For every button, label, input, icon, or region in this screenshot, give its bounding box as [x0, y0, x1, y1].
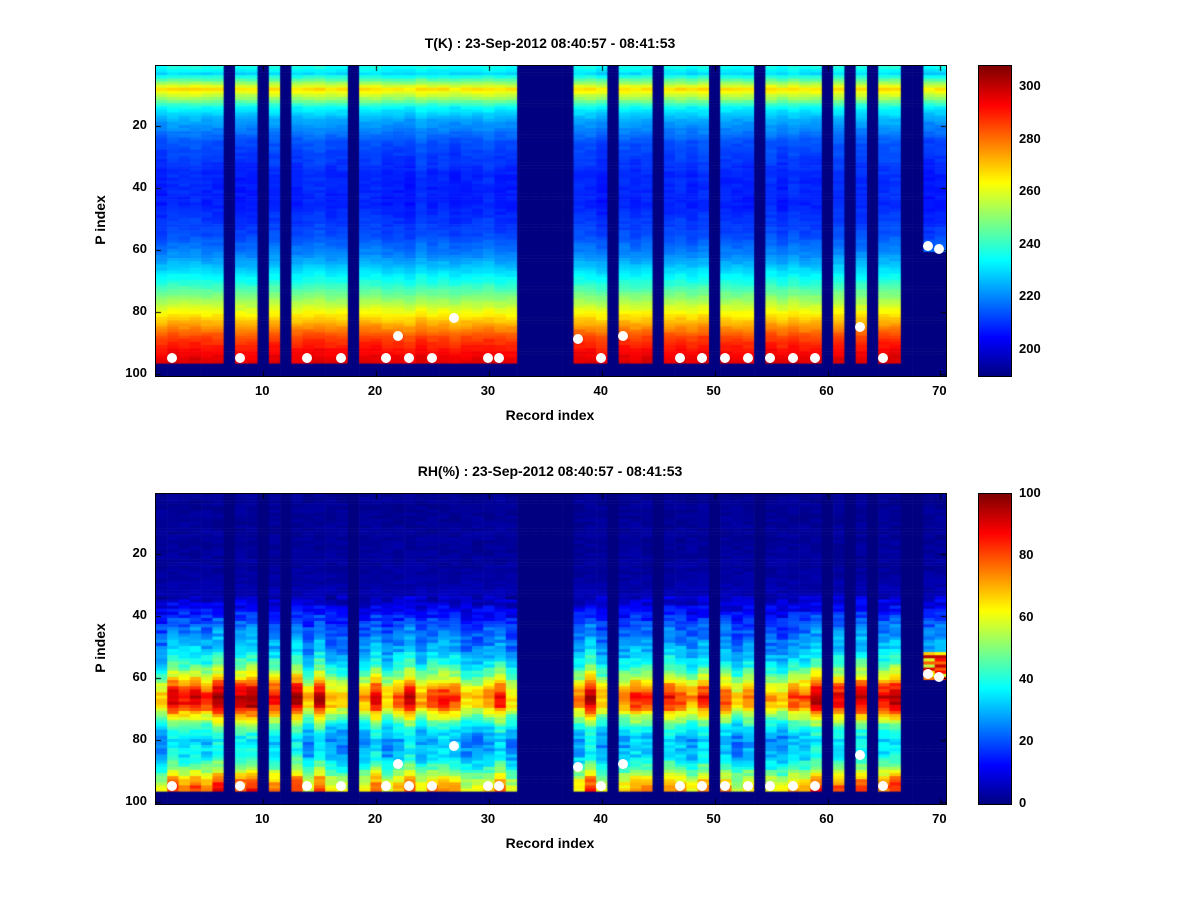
y-tick-label: 60 [132, 669, 147, 685]
colorbar-tick-label: 240 [1019, 235, 1041, 251]
surface-marker [381, 780, 392, 791]
surface-marker [595, 352, 606, 363]
surface-marker [674, 780, 685, 791]
surface-marker [403, 352, 414, 363]
x-tick-label: 30 [480, 383, 496, 398]
surface-marker [855, 321, 866, 332]
y-tick-label: 100 [125, 793, 147, 809]
surface-marker [742, 352, 753, 363]
y-tick-label: 80 [132, 731, 147, 747]
surface-marker [787, 352, 798, 363]
surface-marker [923, 241, 934, 252]
surface-marker [234, 780, 245, 791]
x-tick-label: 60 [819, 811, 834, 826]
humidity-x-axis-label: Record index [505, 835, 595, 851]
x-tick-label: 20 [367, 811, 383, 826]
x-tick-label: 70 [932, 811, 947, 826]
y-tick-label: 20 [132, 117, 147, 133]
surface-marker [595, 780, 606, 791]
surface-marker [302, 352, 313, 363]
colorbar-tick-label: 100 [1019, 485, 1041, 500]
surface-marker [742, 780, 753, 791]
x-tick-label: 10 [254, 383, 270, 398]
surface-marker [166, 352, 177, 363]
surface-marker [877, 352, 888, 363]
surface-marker [336, 780, 347, 791]
surface-marker [855, 749, 866, 760]
surface-marker [403, 780, 414, 791]
surface-marker [234, 352, 245, 363]
colorbar-tick-label: 40 [1019, 671, 1034, 686]
colorbar-tick-label: 20 [1019, 733, 1034, 748]
surface-marker [449, 740, 460, 751]
surface-marker [482, 780, 493, 791]
colorbar-tick-label: 300 [1019, 78, 1041, 94]
x-tick-label: 10 [254, 811, 270, 826]
surface-marker [449, 312, 460, 323]
surface-marker [810, 352, 821, 363]
surface-marker [166, 780, 177, 791]
surface-marker [381, 352, 392, 363]
surface-marker [674, 352, 685, 363]
x-tick-label: 60 [819, 383, 834, 398]
surface-marker [765, 352, 776, 363]
surface-marker [482, 352, 493, 363]
surface-marker [934, 672, 945, 683]
surface-marker [336, 352, 347, 363]
surface-marker [934, 244, 945, 255]
surface-marker [573, 334, 584, 345]
surface-marker [618, 759, 629, 770]
surface-marker [494, 352, 505, 363]
colorbar-tick-label: 280 [1019, 130, 1041, 146]
x-tick-label: 40 [593, 811, 609, 826]
x-tick-label: 30 [480, 811, 496, 826]
y-tick-label: 100 [125, 365, 147, 381]
temperature-colorbar [978, 65, 1012, 377]
humidity-y-axis-label: P index [92, 623, 108, 673]
x-tick-label: 40 [593, 383, 609, 398]
surface-marker [787, 780, 798, 791]
x-tick-label: 70 [932, 383, 947, 398]
y-tick-label: 40 [132, 607, 147, 623]
surface-marker [877, 780, 888, 791]
colorbar-tick-label: 220 [1019, 288, 1041, 304]
colorbar-tick-label: 260 [1019, 183, 1041, 199]
surface-marker [426, 352, 437, 363]
colorbar-tick-label: 0 [1019, 795, 1027, 810]
surface-marker [302, 780, 313, 791]
surface-marker [697, 780, 708, 791]
surface-marker [810, 780, 821, 791]
colorbar-tick-label: 60 [1019, 609, 1034, 624]
y-tick-label: 40 [132, 179, 147, 195]
surface-marker [719, 780, 730, 791]
surface-marker [618, 331, 629, 342]
x-tick-label: 50 [706, 383, 721, 398]
y-tick-label: 80 [132, 303, 147, 319]
surface-marker [697, 352, 708, 363]
temperature-y-axis-label: P index [92, 195, 108, 245]
temperature-x-axis-label: Record index [505, 407, 595, 423]
humidity-colorbar [978, 493, 1012, 805]
temperature-plot-title: T(K) : 23-Sep-2012 08:40:57 - 08:41:53 [424, 35, 676, 51]
surface-marker [426, 780, 437, 791]
temperature-heatmap-canvas [155, 65, 947, 377]
x-tick-label: 20 [367, 383, 383, 398]
y-tick-label: 20 [132, 545, 147, 561]
humidity-heatmap-canvas [155, 493, 947, 805]
surface-marker [494, 780, 505, 791]
surface-marker [765, 780, 776, 791]
humidity-plot-title: RH(%) : 23-Sep-2012 08:40:57 - 08:41:53 [417, 463, 683, 479]
surface-marker [719, 352, 730, 363]
colorbar-tick-label: 80 [1019, 547, 1034, 562]
surface-marker [923, 669, 934, 680]
colorbar-tick-label: 200 [1019, 340, 1041, 356]
x-tick-label: 50 [706, 811, 721, 826]
surface-marker [573, 762, 584, 773]
y-tick-label: 60 [132, 241, 147, 257]
surface-marker [392, 331, 403, 342]
surface-marker [392, 759, 403, 770]
